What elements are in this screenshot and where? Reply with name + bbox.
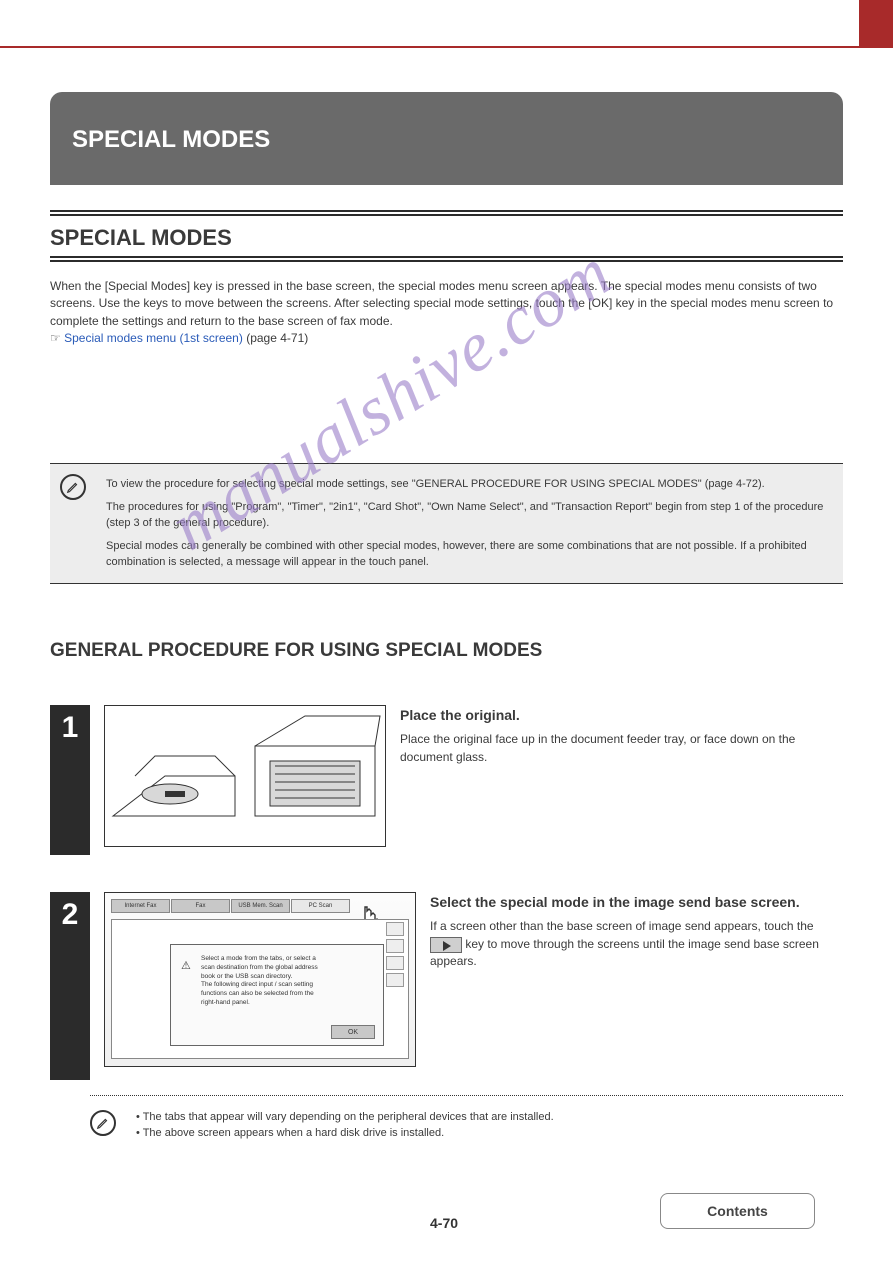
intro-text: When the [Special Modes] key is pressed … bbox=[50, 279, 833, 328]
warning-icon: ⚠ bbox=[181, 959, 191, 972]
ui-side-icon[interactable] bbox=[386, 973, 404, 987]
note2-line-0: • The tabs that appear will vary dependi… bbox=[136, 1110, 843, 1126]
section-title-1: SPECIAL MODES bbox=[50, 225, 232, 251]
intro-link-page: (page 4-71) bbox=[246, 331, 308, 345]
chapter-tab bbox=[859, 0, 893, 48]
ui-dialog-text: Select a mode from the tabs, or select a… bbox=[201, 955, 371, 1008]
step-1-heading: Place the original. bbox=[400, 705, 843, 725]
note-box-2: • The tabs that appear will vary dependi… bbox=[90, 1110, 843, 1142]
step-2-row: 2 Internet Fax Fax USB Mem. Scan PC Scan… bbox=[50, 892, 843, 1080]
contents-label: Contents bbox=[707, 1203, 768, 1219]
ui-tab-internet-fax[interactable]: Internet Fax bbox=[111, 899, 170, 913]
step-1-row: 1 Place the original. Place the original… bbox=[50, 705, 843, 855]
dotted-separator bbox=[90, 1095, 843, 1096]
step-2-body: If a screen other than the base screen o… bbox=[430, 918, 843, 970]
pencil-icon bbox=[60, 474, 86, 500]
step-2-ui-panel: Internet Fax Fax USB Mem. Scan PC Scan ⚠… bbox=[104, 892, 416, 1067]
step-1-text: Place the original. Place the original f… bbox=[400, 705, 843, 855]
header-rule bbox=[0, 46, 859, 48]
ui-tabs: Internet Fax Fax USB Mem. Scan PC Scan bbox=[111, 899, 350, 913]
link-pointer: ☞ bbox=[50, 331, 61, 345]
ok-button[interactable]: OK bbox=[331, 1025, 375, 1039]
step-2-number: 2 bbox=[50, 892, 90, 1080]
step-2-text: Select the special mode in the image sen… bbox=[430, 892, 843, 1080]
note-bullet-1: The procedures for using "Program", "Tim… bbox=[106, 499, 829, 532]
step-1-number: 1 bbox=[50, 705, 90, 855]
note2-line-1: • The above screen appears when a hard d… bbox=[136, 1126, 843, 1142]
ui-tab-fax[interactable]: Fax bbox=[171, 899, 230, 913]
note-box-1: To view the procedure for selecting spec… bbox=[50, 463, 843, 584]
ui-tab-usb[interactable]: USB Mem. Scan bbox=[231, 899, 290, 913]
ui-side-icons bbox=[386, 922, 406, 987]
double-rule-top bbox=[50, 210, 843, 216]
ui-side-icon[interactable] bbox=[386, 922, 404, 936]
ui-main-area: ⚠ Select a mode from the tabs, or select… bbox=[111, 919, 409, 1059]
intro-link[interactable]: Special modes menu (1st screen) bbox=[64, 331, 243, 345]
ui-dialog: ⚠ Select a mode from the tabs, or select… bbox=[170, 944, 384, 1046]
ui-tab-pc-scan[interactable]: PC Scan bbox=[291, 899, 350, 913]
contents-button[interactable]: Contents bbox=[660, 1193, 815, 1229]
section-title-2: GENERAL PROCEDURE FOR USING SPECIAL MODE… bbox=[50, 640, 542, 662]
step-2-heading: Select the special mode in the image sen… bbox=[430, 892, 843, 912]
step-1-image bbox=[104, 705, 386, 847]
ui-side-icon[interactable] bbox=[386, 956, 404, 970]
pencil-icon bbox=[90, 1110, 116, 1136]
arrow-right-key[interactable] bbox=[430, 937, 462, 953]
step-1-body: Place the original face up in the docume… bbox=[400, 731, 843, 766]
note-bullet-2: Special modes can generally be combined … bbox=[106, 538, 829, 571]
ui-side-icon[interactable] bbox=[386, 939, 404, 953]
banner: SPECIAL MODES bbox=[50, 92, 843, 185]
banner-title: SPECIAL MODES bbox=[72, 126, 270, 153]
intro-paragraph: When the [Special Modes] key is pressed … bbox=[50, 278, 843, 348]
note-bullet-0: To view the procedure for selecting spec… bbox=[106, 476, 829, 493]
page-number: 4-70 bbox=[430, 1215, 458, 1231]
double-rule-bottom bbox=[50, 256, 843, 262]
